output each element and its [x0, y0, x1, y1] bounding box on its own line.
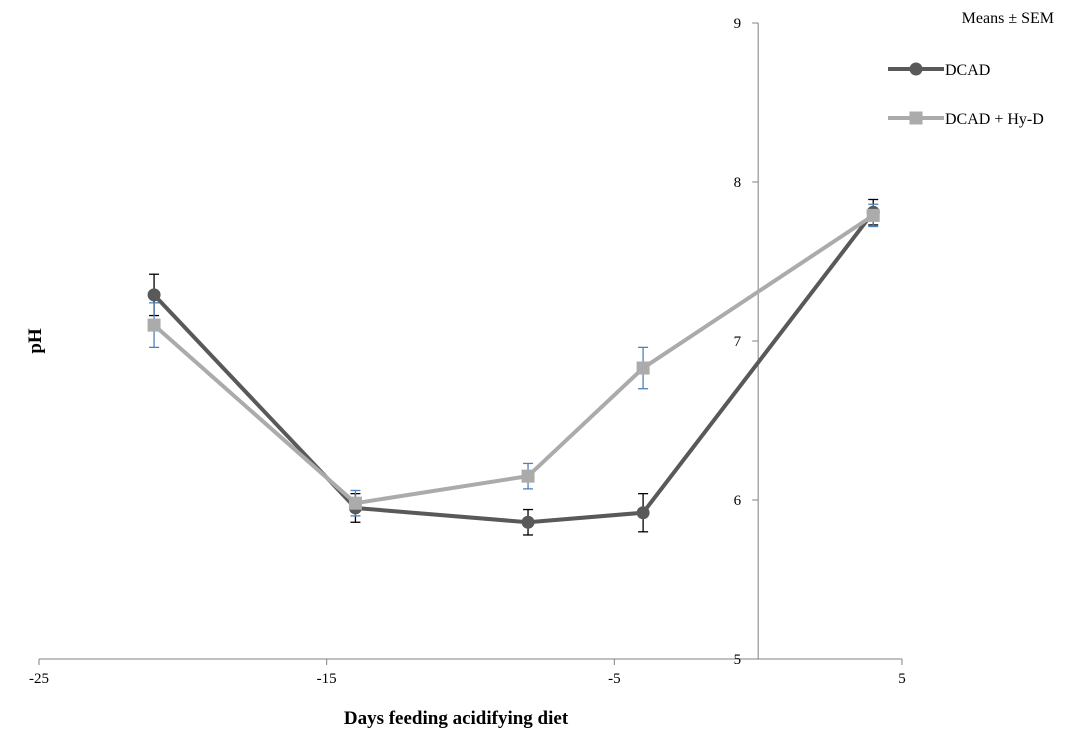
- data-point: [348, 496, 362, 510]
- series-line: [152, 210, 875, 525]
- y-tick-label: 7: [734, 334, 742, 350]
- y-axis-title: pH: [25, 328, 46, 354]
- y-tick-label: 6: [734, 493, 742, 509]
- legend-label: DCAD: [945, 62, 990, 79]
- data-point: [866, 208, 880, 222]
- error-bars: [149, 198, 879, 536]
- legend-title: Means ± SEM: [962, 10, 1054, 27]
- y-tick-label: 9: [734, 16, 742, 32]
- x-tick-label: -5: [608, 671, 621, 687]
- legend-swatch-marker: [909, 62, 923, 76]
- x-tick-label: -25: [29, 671, 49, 687]
- y-tick-label: 5: [734, 652, 742, 668]
- x-axis-title: Days feeding acidifying diet: [344, 708, 569, 729]
- data-point: [636, 506, 650, 520]
- legend: Means ± SEM DCAD DCAD + Hy-D: [888, 10, 1054, 128]
- legend-swatch-marker: [909, 111, 923, 125]
- y-tick-label: 8: [734, 175, 742, 191]
- series-lines: [152, 210, 875, 525]
- data-point: [147, 318, 161, 332]
- data-point: [147, 288, 161, 302]
- data-point: [521, 469, 535, 483]
- data-point: [521, 515, 535, 529]
- tick-labels: -25 -15 -5 5 5 6 7 8 9: [29, 16, 906, 687]
- axes: [38, 22, 903, 665]
- series-line: [152, 213, 875, 506]
- x-tick-label: -15: [317, 671, 337, 687]
- data-point: [636, 361, 650, 375]
- x-tick-label: 5: [898, 671, 906, 687]
- legend-label: DCAD + Hy-D: [945, 111, 1044, 128]
- data-markers: [147, 205, 880, 529]
